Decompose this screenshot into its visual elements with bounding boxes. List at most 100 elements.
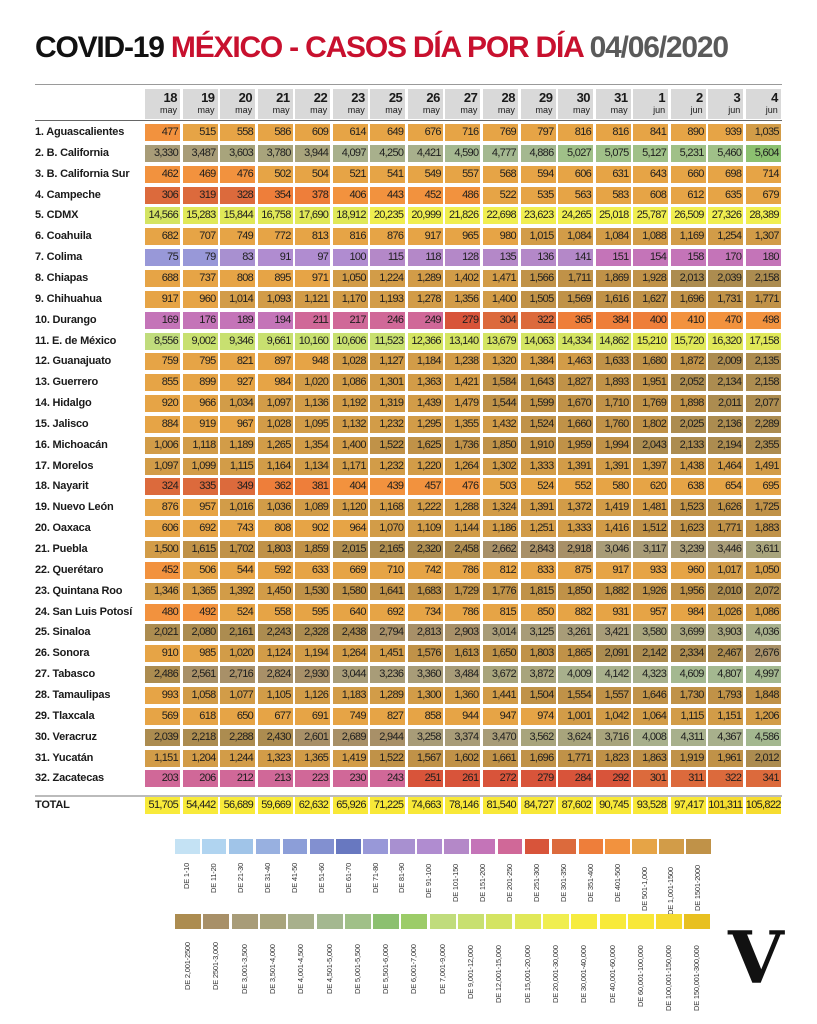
date-column-header: 19 may — [182, 89, 218, 119]
table-row: 26. Sonora 910 985 1,020 1,124 1,194 1,264 1,45… — [35, 644, 785, 663]
case-cell: 895 — [257, 269, 293, 287]
case-cell: 1,097 — [257, 395, 293, 413]
case-cell: 1,505 — [520, 290, 556, 308]
case-cell: 136 — [520, 249, 556, 267]
case-cell: 2,072 — [745, 582, 781, 600]
case-cell: 1,064 — [633, 707, 669, 725]
case-cell: 492 — [182, 603, 218, 621]
state-label: 16. Michoacán — [35, 438, 108, 451]
case-cell: 557 — [445, 165, 481, 183]
case-cell: 14,862 — [595, 332, 631, 350]
case-cell: 3,470 — [482, 728, 518, 746]
case-cell: 931 — [595, 603, 631, 621]
table-row: 28. Tamaulipas 993 1,058 1,077 1,105 1,126 1,1… — [35, 686, 785, 704]
case-cell: 91 — [257, 249, 293, 267]
case-cell: 1,319 — [370, 395, 406, 413]
case-cell: 808 — [220, 269, 256, 287]
case-cell: 3,421 — [595, 624, 631, 642]
case-cell: 1,626 — [708, 499, 744, 517]
case-cell: 3,672 — [482, 666, 518, 684]
legend-swatch — [497, 839, 523, 854]
legend-label: DE 4,501-5,000 — [324, 944, 334, 995]
case-cell: 4,777 — [482, 144, 518, 162]
case-cell: 882 — [558, 603, 594, 621]
case-cell: 1,086 — [745, 603, 781, 621]
state-label: 18. Nayarit — [35, 480, 89, 493]
legend-label: DE 6,001-7,000 — [409, 944, 419, 995]
case-cell: 1,400 — [332, 436, 368, 454]
case-cell: 1,450 — [257, 582, 293, 600]
header-month: may — [197, 105, 215, 115]
case-cell: 917 — [595, 561, 631, 579]
header-day: 27 — [463, 90, 478, 105]
table-row: 29. Tlaxcala 569 618 650 677 691 749 827 858 944 9… — [35, 707, 785, 725]
legend-label: DE 51-60 — [316, 863, 326, 894]
case-cell: 1,956 — [670, 582, 706, 600]
header-day: 31 — [614, 90, 628, 105]
legend-label: DE 101-150 — [451, 863, 461, 902]
case-cell: 101,311 — [708, 797, 744, 814]
case-cell: 1,232 — [370, 457, 406, 475]
case-cell: 850 — [520, 603, 556, 621]
case-cell: 1,580 — [332, 582, 368, 600]
case-cell: 97 — [295, 249, 331, 267]
case-cell: 4,097 — [332, 144, 368, 162]
legend-swatch — [175, 839, 200, 854]
case-cell: 2,944 — [370, 728, 406, 746]
table-row: 32. Zacatecas 203 206 212 213 223 230 243 251 261… — [35, 769, 785, 788]
state-label: 20. Oaxaca — [35, 522, 91, 535]
case-cell: 272 — [482, 770, 518, 788]
case-cell: 1,168 — [370, 499, 406, 517]
date-column-header: 30 may — [558, 89, 594, 119]
case-cell: 249 — [407, 311, 443, 329]
case-cell: 1,077 — [220, 686, 256, 704]
case-cell: 328 — [220, 186, 256, 204]
case-cell: 1,206 — [745, 707, 781, 725]
legend-label: DE 40,001-60,000 — [607, 945, 617, 1003]
case-cell: 1,278 — [407, 290, 443, 308]
header-month: may — [310, 105, 328, 115]
case-cell: 378 — [295, 186, 331, 204]
case-cell: 1,320 — [482, 353, 518, 371]
case-cell: 15,844 — [220, 207, 256, 225]
case-cell: 81,540 — [482, 797, 518, 814]
case-cell: 1,244 — [220, 749, 256, 767]
case-cell: 3,117 — [633, 541, 669, 558]
case-cell: 1,171 — [332, 457, 368, 475]
state-label: 30. Veracruz — [35, 730, 97, 743]
case-cell: 1,050 — [332, 269, 368, 287]
case-cell: 180 — [745, 249, 781, 267]
case-cell: 3,014 — [482, 624, 518, 642]
case-cell: 1,730 — [670, 686, 706, 704]
legend-label: DE 4,001-4,500 — [296, 944, 306, 995]
case-cell: 1,421 — [445, 374, 481, 392]
case-cell: 1,680 — [633, 353, 669, 371]
case-cell: 1,189 — [220, 436, 256, 454]
header-month: may — [347, 105, 365, 115]
case-cell: 261 — [445, 770, 481, 788]
case-cell: 1,524 — [520, 415, 556, 433]
legend-swatch — [201, 839, 227, 854]
case-cell: 1,633 — [595, 353, 631, 371]
case-cell: 813 — [295, 228, 331, 246]
table-row: 9. Chihuahua 917 960 1,014 1,093 1,121 1,170 1,… — [35, 290, 785, 308]
case-cell: 169 — [145, 311, 180, 329]
case-cell: 1,627 — [633, 290, 669, 308]
legend-swatch — [571, 914, 598, 929]
legend-label: DE 5,501-6,000 — [381, 944, 391, 995]
case-cell: 984 — [670, 603, 706, 621]
case-cell: 586 — [257, 124, 293, 141]
case-cell: 971 — [295, 269, 331, 287]
state-label: 19. Nuevo León — [35, 501, 114, 514]
legend-swatch — [632, 839, 657, 854]
case-cell: 25,787 — [633, 207, 669, 225]
total-row: TOTAL 51,705 54,442 56,689 59,669 62,632 65,92… — [35, 796, 785, 814]
case-cell: 83 — [220, 249, 256, 267]
case-cell: 1,959 — [558, 436, 594, 454]
state-label: TOTAL — [35, 799, 70, 811]
case-cell: 2,135 — [745, 353, 781, 371]
case-cell: 1,569 — [558, 290, 594, 308]
case-cell: 1,711 — [558, 269, 594, 287]
case-cell: 650 — [220, 707, 256, 725]
case-cell: 812 — [482, 561, 518, 579]
